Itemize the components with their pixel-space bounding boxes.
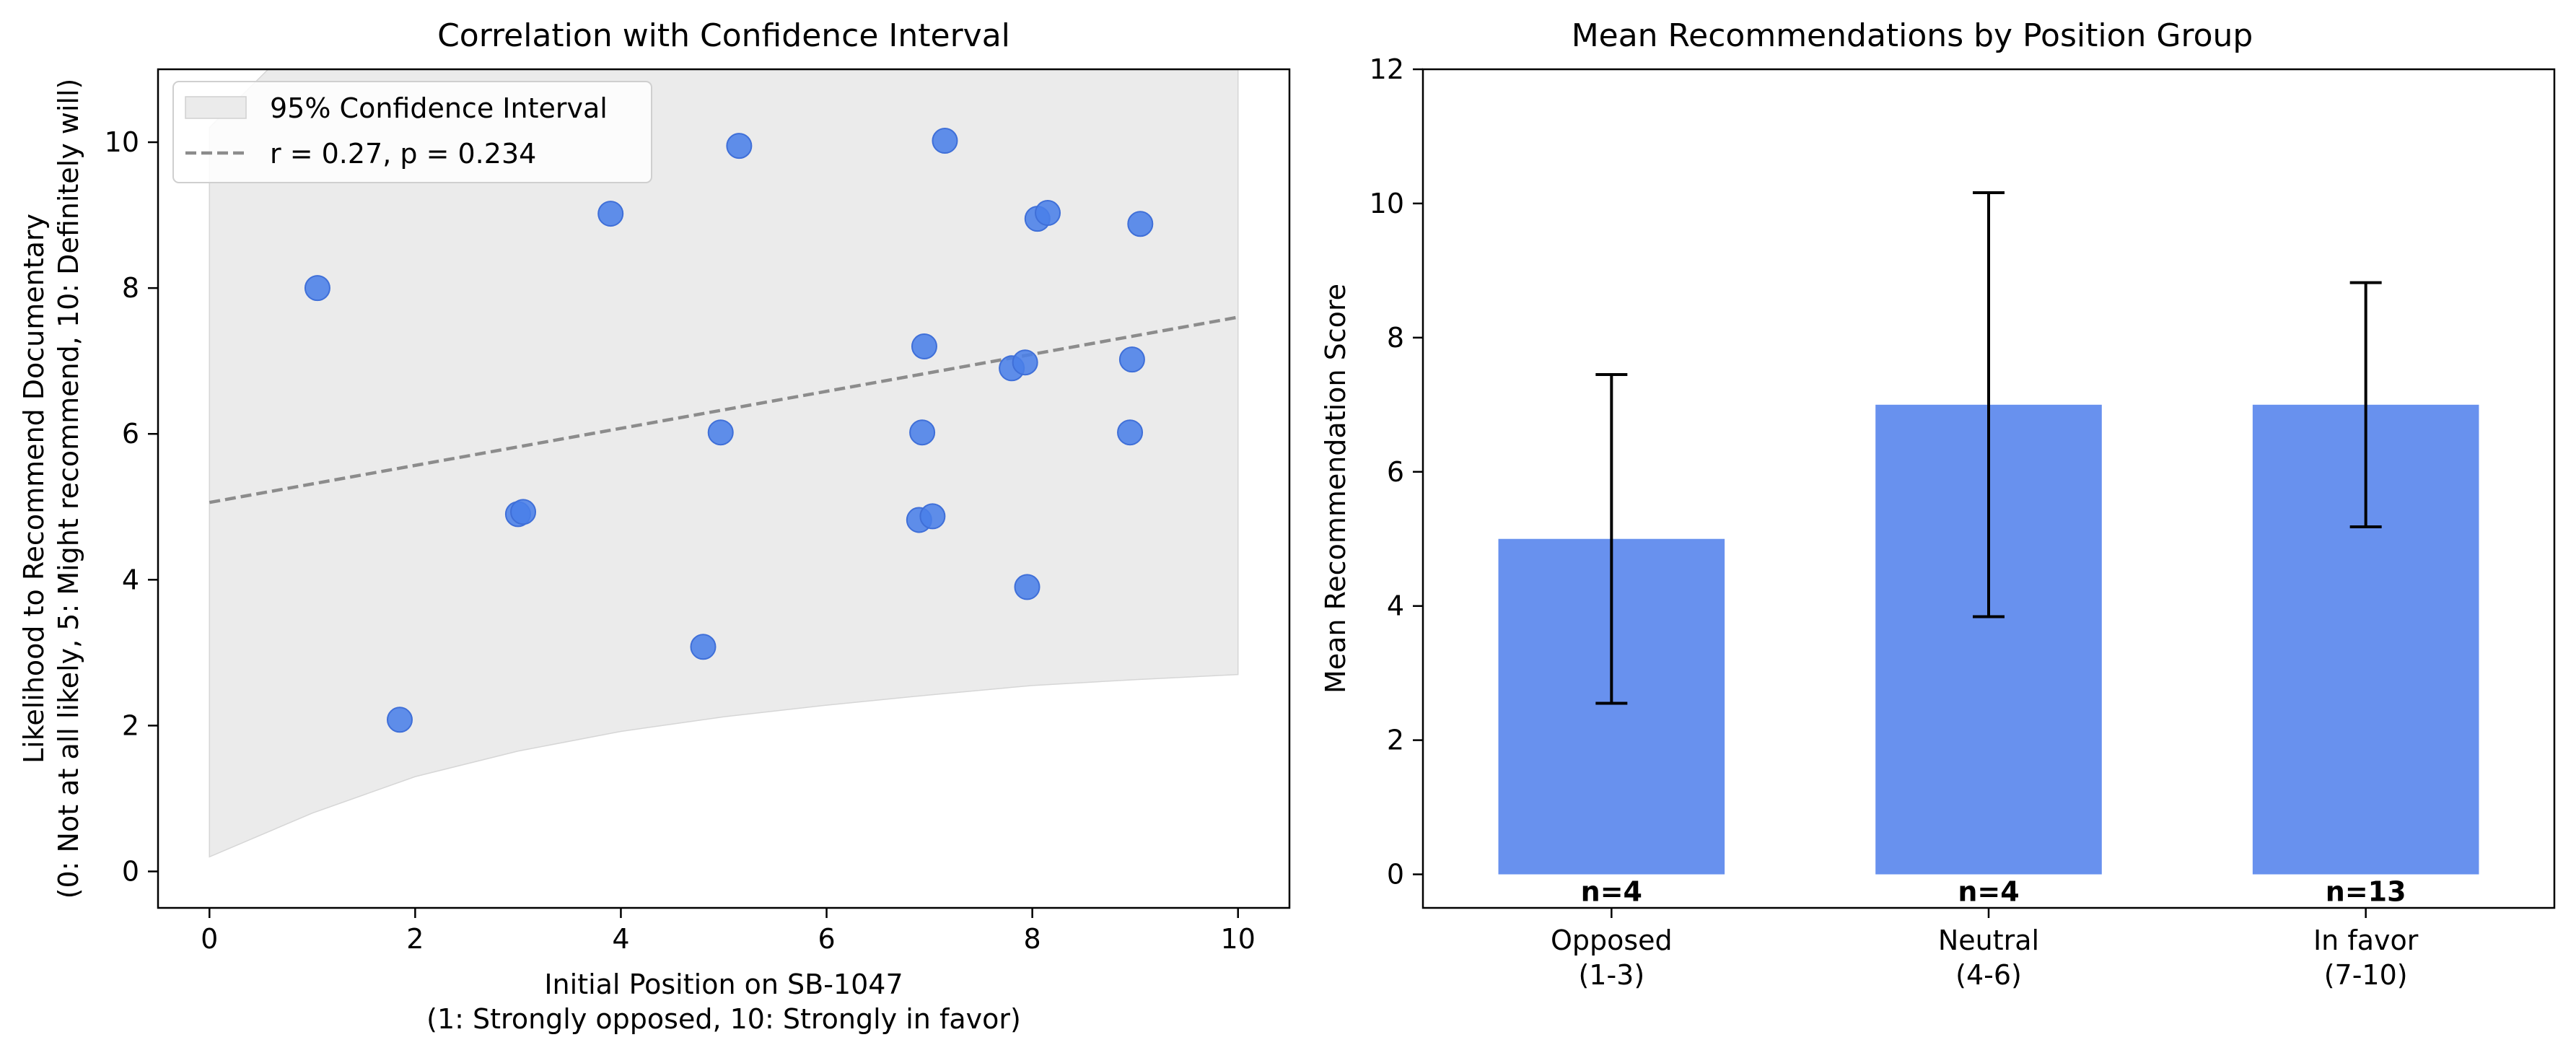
y-tick-label: 0 [1387, 859, 1404, 891]
bar-y-label: Mean Recommendation Score [1320, 284, 1351, 694]
scatter-point [1117, 419, 1144, 446]
scatter-point [726, 133, 753, 159]
scatter-point [510, 499, 537, 525]
scatter-point [304, 275, 330, 302]
scatter-point [932, 128, 958, 154]
scatter-point [909, 419, 936, 446]
category-label: Opposed [1551, 924, 1673, 956]
x-tick-label: 0 [201, 923, 218, 955]
scatter-point [707, 419, 734, 446]
x-tick-label: 10 [1221, 923, 1256, 955]
legend-ci-label: 95% Confidence Interval [270, 92, 608, 124]
scatter-plot-frame [157, 68, 1291, 909]
confidence-band [209, 69, 1239, 858]
category-range-label: (1-3) [1578, 959, 1644, 991]
scatter-points [304, 128, 1154, 733]
bar-chart: Mean Recommendations by Position Group n… [1320, 17, 2556, 991]
y-tick-label: 12 [1370, 53, 1404, 85]
count-label: n=4 [1581, 876, 1642, 908]
y-tick-label: 6 [122, 418, 139, 450]
y-tick-label: 10 [1370, 188, 1404, 219]
category-label: In favor [2313, 924, 2419, 956]
category-range-label: (7-10) [2324, 959, 2408, 991]
legend-ci-swatch [185, 96, 247, 119]
y-tick-label: 2 [1387, 725, 1404, 756]
scatter-x-label-line1: Initial Position on SB-1047 [544, 969, 903, 1000]
bar-x-ticks: Opposed(1-3) Neutral(4-6) In favor(7-10) [1551, 908, 2419, 991]
scatter-x-label-line2: (1: Strongly opposed, 10: Strongly in fa… [426, 1003, 1021, 1035]
y-tick-label: 2 [122, 709, 139, 741]
x-tick-label: 8 [1024, 923, 1041, 955]
y-tick-label: 0 [122, 855, 139, 887]
error-bars [1595, 191, 2382, 705]
bar-y-ticks: 0 2 4 6 8 10 12 [1370, 53, 1423, 891]
x-tick-label: 4 [612, 923, 629, 955]
y-tick-label: 8 [122, 272, 139, 304]
y-tick-label: 4 [122, 564, 139, 595]
scatter-point [1035, 200, 1061, 227]
scatter-point [1118, 346, 1145, 373]
category-label: Neutral [1938, 924, 2039, 956]
scatter-title: Correlation with Confidence Interval [437, 17, 1010, 54]
bar-title: Mean Recommendations by Position Group [1572, 17, 2253, 54]
scatter-point [1014, 574, 1041, 600]
y-tick-label: 8 [1387, 322, 1404, 354]
scatter-point [690, 634, 717, 660]
y-tick-label: 4 [1387, 590, 1404, 622]
count-label: n=4 [1958, 876, 2019, 908]
scatter-point [386, 707, 413, 733]
legend-frame [172, 81, 652, 183]
scatter-point [911, 333, 937, 359]
scatter-y-label-line2: (0: Not at all likely, 5: Might recommen… [53, 79, 84, 899]
scatter-point [1012, 349, 1038, 376]
y-tick-label: 6 [1387, 456, 1404, 488]
legend-fit-label: r = 0.27, p = 0.234 [270, 138, 536, 170]
scatter-x-ticks: 0 2 4 6 8 10 [201, 908, 1256, 955]
scatter-point [1127, 211, 1154, 237]
y-tick-label: 10 [105, 126, 139, 158]
scatter-legend: 95% Confidence Interval r = 0.27, p = 0.… [172, 81, 652, 183]
x-tick-label: 6 [818, 923, 835, 955]
category-range-label: (4-6) [1955, 959, 2022, 991]
scatter-y-ticks: 0 2 4 6 8 10 [105, 126, 158, 887]
count-labels: n=4 n=4 n=13 [1581, 876, 2406, 908]
count-label: n=13 [2326, 876, 2406, 908]
scatter-point [919, 503, 946, 530]
x-tick-label: 2 [406, 923, 424, 955]
scatter-y-label-line1: Likelihood to Recommend Documentary [18, 214, 50, 764]
scatter-point [597, 201, 624, 227]
scatter-chart: Correlation with Confidence Interval 0 2 4… [18, 17, 1291, 1035]
